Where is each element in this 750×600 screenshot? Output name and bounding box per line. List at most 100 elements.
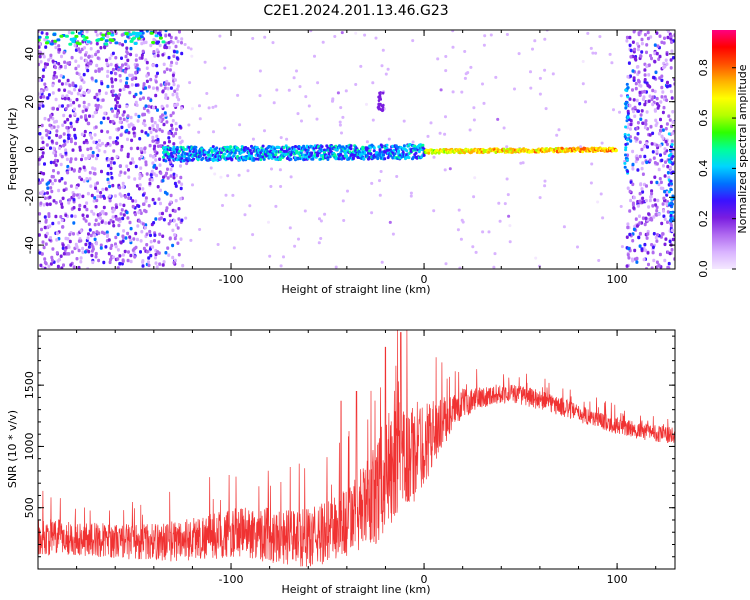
spectrogram-cell (168, 202, 172, 206)
spectrogram-cell (149, 31, 154, 35)
spectrogram-cell (444, 148, 448, 151)
spectrogram-cell (427, 151, 431, 155)
spectrogram-cell (136, 224, 140, 228)
spectrogram-cell (378, 148, 382, 152)
spectrogram-cell (340, 149, 344, 153)
spectrogram-cell (172, 176, 176, 180)
spectrogram-cell (56, 171, 60, 175)
spectrogram-cell (149, 130, 153, 135)
spectrogram-cell (149, 253, 153, 258)
spectrogram-cell (126, 258, 130, 263)
spectrogram-cell (158, 36, 163, 40)
spectrogram-cell (614, 149, 618, 153)
spectrogram-cell (101, 141, 104, 146)
spectrogram-cell (88, 228, 92, 232)
spectrogram-cell (110, 77, 114, 81)
spectrogram-cell (391, 232, 395, 236)
spectrogram-cell (624, 88, 628, 92)
spectrogram-cell (660, 40, 664, 45)
spectrogram-cell (311, 157, 315, 161)
spectrogram-cell (628, 127, 632, 131)
spectrogram-cell (671, 170, 675, 174)
spectrogram-cell (586, 31, 590, 35)
spectrogram-cell (84, 242, 88, 247)
spectrogram-cell (287, 88, 291, 92)
spectrogram-cell (225, 145, 229, 149)
spectrogram-cell (78, 145, 82, 150)
spectrogram-cell (69, 121, 73, 126)
spectrogram-cell (671, 194, 675, 198)
spectrogram-cell (135, 184, 139, 188)
spectrogram-cell (153, 233, 157, 237)
spectrogram-cell (654, 203, 658, 207)
spectrogram-cell (60, 154, 64, 159)
spectrogram-cell (660, 85, 664, 90)
spectrogram-cell (126, 137, 129, 142)
spectrogram-cell (145, 243, 149, 247)
spectrogram-cell (93, 233, 97, 238)
spectrogram-cell (77, 47, 81, 51)
spectrogram-cell (639, 117, 643, 121)
spectrogram-cell (631, 40, 635, 44)
spectrogram-cell (69, 37, 74, 41)
spectrogram-cell (74, 84, 78, 88)
spectrogram-cell (302, 144, 306, 148)
spectrogram-cell (140, 154, 143, 159)
spectrogram-cell (383, 150, 387, 154)
spectrogram-cell (668, 190, 671, 194)
spectrogram-cell (463, 151, 467, 155)
spectrogram-cell (174, 184, 178, 188)
spectrogram-cell (160, 104, 164, 109)
spectrogram-cell (639, 113, 643, 117)
spectrogram-cell (307, 104, 311, 108)
spectrogram-cell (198, 104, 201, 108)
spectrogram-cell (489, 33, 493, 37)
spectrogram-cell (152, 127, 156, 132)
spectrogram-cell (258, 94, 262, 98)
spectrogram-cell (370, 211, 374, 215)
spectrogram-cell (106, 171, 110, 176)
spectrogram-cell (654, 212, 658, 217)
spectrogram-cell (61, 123, 65, 127)
spectrogram-cell (629, 139, 633, 143)
spectrogram-cell (282, 146, 286, 149)
spectrogram-cell (41, 240, 45, 244)
spectrogram-cell (653, 109, 657, 113)
spectrogram-cell (172, 172, 176, 177)
spectrogram-cell (87, 222, 91, 226)
spectrogram-cell (625, 35, 629, 40)
spectrogram-cell (148, 143, 152, 148)
spectrogram-cell (72, 100, 76, 105)
spectrogram-x-tick-label: 0 (421, 273, 428, 286)
spectrogram-cell (69, 137, 73, 141)
spectrogram-cell (207, 106, 211, 110)
spectrogram-cell (638, 90, 642, 95)
spectrogram-cell (130, 138, 134, 143)
spectrogram-cell (669, 179, 673, 183)
spectrogram-cell (77, 207, 81, 212)
spectrogram-cell (61, 225, 65, 229)
spectrogram-cell (388, 220, 392, 224)
spectrogram-cell (124, 195, 128, 199)
spectrogram-cell (79, 256, 83, 260)
spectrogram-cell (164, 96, 168, 100)
spectrogram-cell (663, 64, 667, 69)
spectrogram-cell (378, 193, 382, 197)
spectrogram-cell (145, 74, 149, 78)
spectrogram-cell (108, 260, 112, 265)
spectrogram-cell (43, 65, 47, 69)
spectrogram-cell (263, 35, 267, 39)
spectrogram-cell (109, 120, 112, 124)
spectrogram-cell (77, 64, 81, 68)
spectrogram-cell (116, 111, 120, 116)
spectrogram-cell (628, 97, 632, 101)
spectrogram-cell (127, 196, 131, 200)
spectrogram-y-tick-label: 20 (23, 95, 36, 109)
spectrogram-cell (144, 196, 148, 200)
spectrogram-cell (107, 157, 111, 162)
spectrogram-cell (159, 188, 162, 193)
spectrogram-cell (414, 151, 418, 155)
spectrogram-cell (96, 189, 100, 193)
spectrogram-cell (444, 55, 448, 58)
spectrogram-y-tick-label: -40 (23, 236, 36, 254)
